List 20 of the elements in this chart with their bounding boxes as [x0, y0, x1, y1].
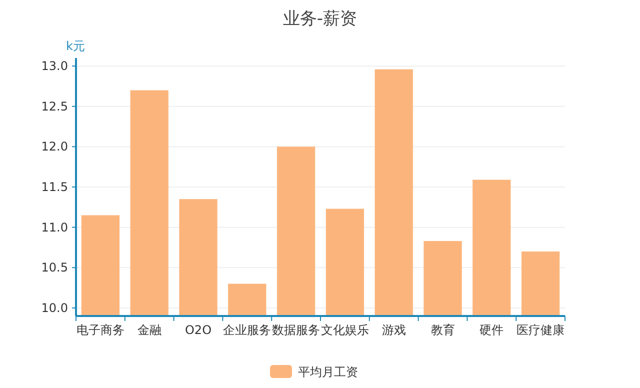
- y-tick-label: 12.5: [41, 99, 68, 114]
- y-tick-label: 10.5: [41, 260, 68, 275]
- chart-title: 业务-薪资: [282, 9, 358, 29]
- y-tick-label: 13.0: [41, 59, 68, 74]
- x-tick-label: 企业服务: [223, 323, 272, 337]
- x-tick-label: 硬件: [480, 323, 504, 337]
- x-tick-label: 电子商务: [76, 323, 124, 337]
- x-tick-label: 数据服务: [272, 323, 320, 337]
- y-tick-label: 12.0: [41, 140, 68, 154]
- y-axis-title: k元: [66, 39, 85, 53]
- x-tick-label: 游戏: [382, 323, 406, 337]
- y-tick-label: 11.0: [41, 220, 68, 234]
- x-tick-label: 教育: [430, 323, 455, 337]
- x-tick-label: 医疗健康: [516, 323, 565, 337]
- legend-label: 平均月工资: [298, 365, 358, 379]
- x-tick-label: 文化娱乐: [320, 323, 369, 337]
- x-tick-label: 金融: [137, 323, 162, 337]
- x-tick-label: O2O: [184, 323, 212, 337]
- y-tick-label: 10.0: [41, 300, 68, 315]
- y-tick-label: 11.5: [41, 180, 68, 194]
